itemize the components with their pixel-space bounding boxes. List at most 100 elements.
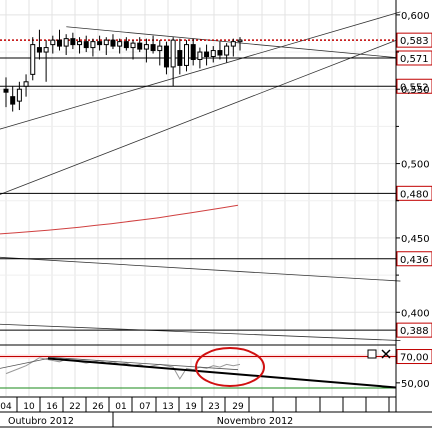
candle	[137, 37, 143, 53]
candle	[237, 37, 243, 51]
level-label: 0,388	[400, 326, 429, 337]
candle	[210, 46, 216, 63]
candle	[170, 37, 176, 87]
level-label-box	[396, 322, 432, 338]
level-label-box	[396, 185, 432, 201]
close-icon	[381, 349, 391, 359]
candle-body	[210, 50, 216, 58]
trendline	[0, 323, 401, 341]
candle-body	[10, 96, 16, 105]
oscillator-line	[5, 357, 241, 380]
level-label-box	[396, 50, 432, 66]
candle	[50, 35, 56, 54]
price-tick-label: 0,400	[401, 308, 430, 319]
moving-average	[0, 204, 239, 235]
candle-body	[150, 44, 156, 52]
candle	[130, 40, 136, 60]
candle	[177, 38, 183, 75]
candle-body	[16, 88, 22, 102]
level-label: 0,583	[400, 36, 429, 47]
time-tick-label: 22	[69, 402, 80, 412]
price-axis: 0,600 0,550 0,500 0,450 0,400	[395, 0, 430, 412]
candle-body	[3, 88, 9, 93]
candle-body	[36, 47, 42, 53]
candle-body	[110, 39, 116, 47]
candle-body	[170, 39, 176, 68]
oscillator-level-label: 70,00	[400, 353, 429, 364]
candle-body	[70, 38, 76, 46]
candle-body	[117, 41, 123, 47]
candle	[117, 38, 123, 54]
candle-body	[224, 45, 230, 56]
candle-body	[30, 44, 36, 75]
candle-body	[77, 41, 83, 46]
time-tick-label: 16	[46, 402, 58, 412]
time-tick-label: 29	[232, 402, 244, 412]
candle	[90, 38, 96, 57]
maximize-icon	[367, 349, 377, 359]
oscillator-tick-label: 50,00	[401, 379, 430, 390]
candle-body	[90, 41, 96, 49]
level-label-box	[396, 32, 432, 48]
candle	[97, 35, 103, 51]
trendlines	[0, 11, 401, 341]
candle-body	[97, 41, 103, 46]
candle	[70, 32, 76, 50]
candle	[157, 40, 163, 66]
candle	[10, 86, 16, 112]
candle-body	[56, 39, 62, 47]
candle-body	[177, 50, 183, 66]
candle	[30, 37, 36, 81]
candle-body	[43, 47, 49, 53]
candle-body	[130, 42, 136, 49]
oscillator-panel: 70,00 50,00	[0, 344, 432, 390]
candle	[83, 35, 89, 53]
candle-body	[137, 42, 143, 50]
oscillator-level-box	[396, 349, 432, 365]
trendline	[0, 38, 401, 195]
panel-controls	[367, 349, 391, 359]
candle	[230, 38, 236, 57]
time-tick-label: 01	[115, 402, 126, 412]
level-label-box	[396, 78, 432, 94]
candle	[143, 38, 149, 63]
candle-body	[237, 39, 243, 43]
time-axis: 04 10 16 22 26 01 07 13 19 23 29 Outubro 2012 Novemb…	[0, 396, 432, 428]
candle	[103, 37, 109, 56]
oscillator-trendline	[47, 356, 239, 371]
time-tick-label: 26	[92, 402, 104, 412]
level-label: 0,571	[400, 54, 429, 65]
candle-body	[204, 51, 210, 58]
candle-body	[197, 51, 203, 60]
candle	[43, 40, 49, 82]
candle	[197, 47, 203, 69]
candle-body	[63, 38, 69, 47]
price-tick-label: 0,600	[401, 11, 430, 22]
candle-body	[143, 44, 149, 50]
level-label: 0,552	[400, 82, 429, 93]
time-tick-label: 10	[23, 402, 35, 412]
level-label-box	[396, 251, 432, 267]
trendline	[0, 256, 401, 282]
oscillator-trendline	[47, 357, 397, 389]
annotation-circle	[195, 347, 265, 387]
candle	[110, 34, 116, 50]
time-tick-label: 07	[139, 402, 150, 412]
candle	[3, 77, 9, 108]
candle-body	[23, 81, 29, 87]
candle-body	[230, 41, 236, 47]
candle	[63, 34, 69, 56]
moving-average-line	[0, 204, 239, 235]
candle	[150, 35, 156, 54]
candle	[16, 81, 22, 111]
candle	[163, 41, 169, 75]
time-tick-label: 13	[162, 402, 173, 412]
candle	[123, 37, 129, 51]
candle-body	[103, 39, 109, 46]
time-tick-label: 04	[0, 402, 12, 412]
candle-body	[217, 50, 223, 56]
candle-body	[190, 44, 196, 60]
price-tick-label: 0,550	[401, 85, 430, 96]
candle-body	[184, 44, 190, 66]
